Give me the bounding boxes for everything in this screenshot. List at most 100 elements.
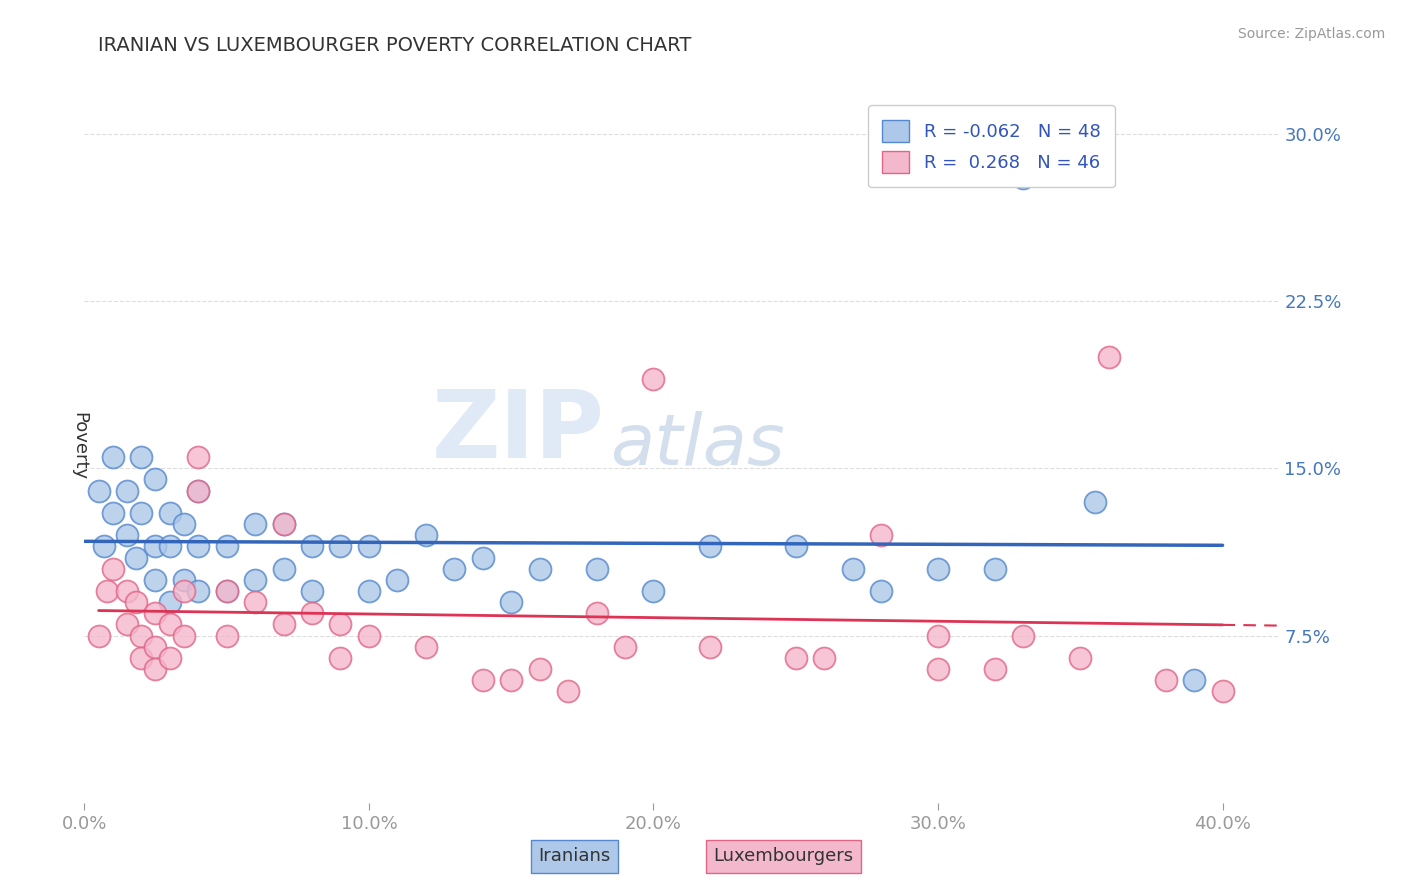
Point bbox=[129, 506, 152, 520]
Point bbox=[243, 595, 266, 609]
Point bbox=[870, 583, 893, 598]
Point bbox=[1012, 171, 1035, 186]
Point bbox=[173, 583, 195, 598]
Point bbox=[927, 628, 949, 642]
Point bbox=[1083, 494, 1105, 508]
Point bbox=[415, 640, 437, 654]
Point bbox=[329, 651, 352, 665]
Point bbox=[187, 583, 209, 598]
Point bbox=[301, 539, 323, 553]
Point bbox=[145, 662, 167, 676]
Point bbox=[699, 539, 721, 553]
Point bbox=[129, 628, 152, 642]
Point bbox=[101, 506, 124, 520]
Y-axis label: Poverty: Poverty bbox=[70, 412, 89, 480]
Point bbox=[785, 539, 807, 553]
Point bbox=[115, 583, 138, 598]
Point bbox=[357, 583, 380, 598]
Point bbox=[501, 595, 523, 609]
Point bbox=[93, 539, 115, 553]
Point bbox=[273, 562, 295, 576]
Point bbox=[1069, 651, 1091, 665]
Point bbox=[273, 617, 295, 632]
Point bbox=[187, 450, 209, 464]
Text: Iranians: Iranians bbox=[538, 847, 610, 865]
Point bbox=[357, 539, 380, 553]
Text: atlas: atlas bbox=[610, 411, 785, 481]
Point bbox=[643, 583, 665, 598]
Point bbox=[159, 651, 181, 665]
Point bbox=[187, 483, 209, 498]
Point bbox=[145, 573, 167, 587]
Point bbox=[585, 607, 607, 621]
Point bbox=[471, 673, 494, 687]
Point bbox=[173, 516, 195, 531]
Text: Source: ZipAtlas.com: Source: ZipAtlas.com bbox=[1237, 27, 1385, 41]
Point bbox=[215, 539, 238, 553]
Point bbox=[159, 506, 181, 520]
Point bbox=[124, 550, 146, 565]
Point bbox=[357, 628, 380, 642]
Point bbox=[415, 528, 437, 542]
Point bbox=[129, 651, 152, 665]
Point bbox=[87, 628, 110, 642]
Point bbox=[813, 651, 835, 665]
Point bbox=[187, 483, 209, 498]
Point bbox=[115, 483, 138, 498]
Point bbox=[159, 617, 181, 632]
Point bbox=[101, 450, 124, 464]
Point bbox=[145, 473, 167, 487]
Point bbox=[301, 607, 323, 621]
Text: Luxembourgers: Luxembourgers bbox=[713, 847, 853, 865]
Point bbox=[1154, 673, 1177, 687]
Point bbox=[643, 372, 665, 386]
Point bbox=[301, 583, 323, 598]
Point bbox=[115, 528, 138, 542]
Point bbox=[1098, 350, 1121, 364]
Point bbox=[870, 528, 893, 542]
Point bbox=[124, 595, 146, 609]
Point bbox=[173, 628, 195, 642]
Point bbox=[145, 539, 167, 553]
Point bbox=[145, 640, 167, 654]
Point bbox=[243, 516, 266, 531]
Legend: R = -0.062   N = 48, R =  0.268   N = 46: R = -0.062 N = 48, R = 0.268 N = 46 bbox=[868, 105, 1115, 187]
Point bbox=[159, 539, 181, 553]
Point bbox=[984, 662, 1007, 676]
Point bbox=[585, 562, 607, 576]
Point bbox=[115, 617, 138, 632]
Point bbox=[1212, 684, 1234, 698]
Point bbox=[927, 562, 949, 576]
Point bbox=[785, 651, 807, 665]
Point bbox=[173, 573, 195, 587]
Point bbox=[329, 617, 352, 632]
Point bbox=[501, 673, 523, 687]
Text: IRANIAN VS LUXEMBOURGER POVERTY CORRELATION CHART: IRANIAN VS LUXEMBOURGER POVERTY CORRELAT… bbox=[98, 36, 692, 54]
Point bbox=[1182, 673, 1205, 687]
Point bbox=[841, 562, 863, 576]
Point bbox=[329, 539, 352, 553]
Point bbox=[471, 550, 494, 565]
Point bbox=[243, 573, 266, 587]
Point bbox=[101, 562, 124, 576]
Point bbox=[984, 562, 1007, 576]
Point bbox=[443, 562, 465, 576]
Text: ZIP: ZIP bbox=[432, 385, 605, 478]
Point bbox=[215, 628, 238, 642]
Point bbox=[215, 583, 238, 598]
Point bbox=[614, 640, 637, 654]
Point bbox=[129, 450, 152, 464]
Point bbox=[215, 583, 238, 598]
Point bbox=[96, 583, 118, 598]
Point bbox=[699, 640, 721, 654]
Point bbox=[87, 483, 110, 498]
Point bbox=[1012, 628, 1035, 642]
Point bbox=[273, 516, 295, 531]
Point bbox=[529, 562, 551, 576]
Point bbox=[557, 684, 579, 698]
Point bbox=[159, 595, 181, 609]
Point bbox=[387, 573, 409, 587]
Point bbox=[273, 516, 295, 531]
Point bbox=[187, 539, 209, 553]
Point bbox=[145, 607, 167, 621]
